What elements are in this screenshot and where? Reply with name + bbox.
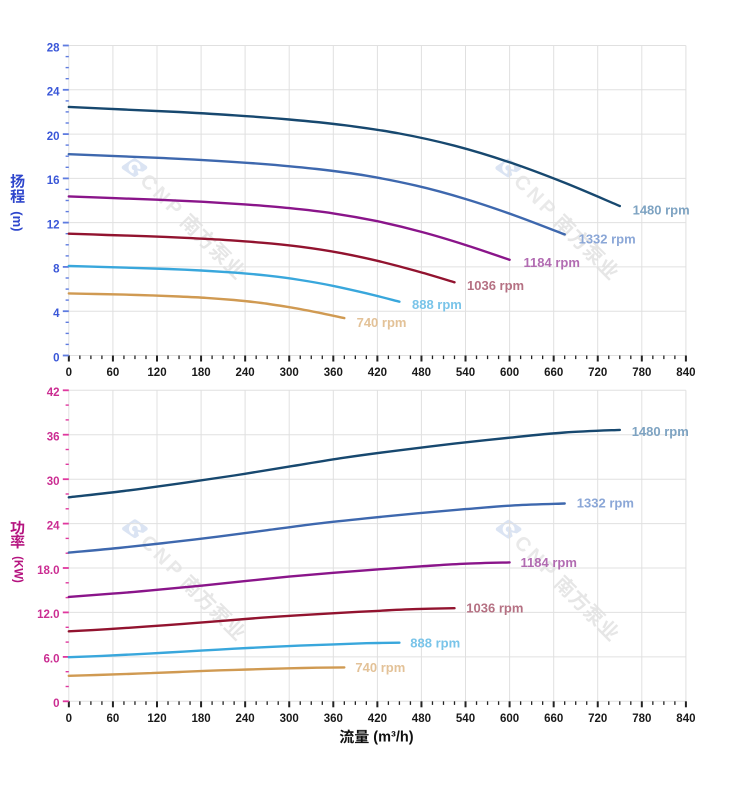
svg-text:480: 480 (412, 367, 431, 379)
svg-text:888 rpm: 888 rpm (412, 297, 462, 312)
svg-text:600: 600 (500, 367, 519, 379)
svg-text:740 rpm: 740 rpm (355, 660, 405, 675)
svg-text:360: 360 (324, 713, 343, 725)
svg-text:28: 28 (47, 42, 60, 54)
svg-text:480: 480 (412, 713, 431, 725)
svg-text:(m³/h): (m³/h) (373, 730, 413, 746)
svg-text:0: 0 (53, 698, 59, 710)
svg-text:180: 180 (192, 713, 211, 725)
svg-text:120: 120 (147, 367, 166, 379)
svg-text:600: 600 (500, 713, 519, 725)
svg-text:888 rpm: 888 rpm (410, 636, 460, 651)
svg-text:18.0: 18.0 (37, 565, 59, 577)
svg-text:42: 42 (47, 387, 60, 399)
svg-text:1184 rpm: 1184 rpm (521, 555, 577, 570)
svg-text:1332 rpm: 1332 rpm (577, 496, 634, 511)
svg-text:4: 4 (53, 308, 60, 320)
svg-text:840: 840 (676, 713, 695, 725)
svg-text:240: 240 (236, 367, 255, 379)
svg-text:1184 rpm: 1184 rpm (524, 255, 580, 270)
svg-text:0: 0 (66, 367, 72, 379)
svg-text:720: 720 (588, 713, 607, 725)
svg-text:300: 300 (280, 713, 299, 725)
svg-text:24: 24 (47, 520, 60, 532)
svg-text:1480 rpm: 1480 rpm (633, 202, 690, 217)
svg-text:1480 rpm: 1480 rpm (632, 424, 689, 439)
svg-text:0: 0 (66, 713, 72, 725)
svg-text:780: 780 (632, 713, 651, 725)
svg-text:36: 36 (47, 432, 60, 444)
svg-text:60: 60 (107, 713, 120, 725)
svg-text:60: 60 (107, 367, 120, 379)
svg-text:6.0: 6.0 (44, 654, 60, 666)
svg-text:840: 840 (676, 367, 695, 379)
svg-text:24: 24 (47, 87, 60, 99)
svg-text:1036 rpm: 1036 rpm (467, 278, 524, 293)
svg-text:12: 12 (47, 219, 60, 231)
svg-text:540: 540 (456, 367, 475, 379)
svg-text:360: 360 (324, 367, 343, 379)
svg-text:12.0: 12.0 (37, 609, 59, 621)
svg-text:1332 rpm: 1332 rpm (579, 231, 636, 246)
svg-text:120: 120 (147, 713, 166, 725)
svg-text:300: 300 (280, 367, 299, 379)
svg-text:420: 420 (368, 367, 387, 379)
svg-text:30: 30 (47, 476, 60, 488)
svg-text:740 rpm: 740 rpm (357, 315, 407, 330)
svg-text:540: 540 (456, 713, 475, 725)
svg-text:780: 780 (632, 367, 651, 379)
svg-text:8: 8 (53, 264, 60, 276)
svg-text:1036 rpm: 1036 rpm (466, 600, 523, 615)
svg-text:660: 660 (544, 367, 563, 379)
svg-text:240: 240 (236, 713, 255, 725)
svg-text:420: 420 (368, 713, 387, 725)
svg-text:660: 660 (544, 713, 563, 725)
svg-text:0: 0 (53, 352, 59, 364)
svg-text:720: 720 (588, 367, 607, 379)
svg-text:(KW): (KW) (12, 556, 24, 583)
svg-text:(m): (m) (10, 211, 25, 231)
svg-text:180: 180 (192, 367, 211, 379)
svg-text:16: 16 (47, 175, 60, 187)
svg-text:20: 20 (47, 131, 60, 143)
